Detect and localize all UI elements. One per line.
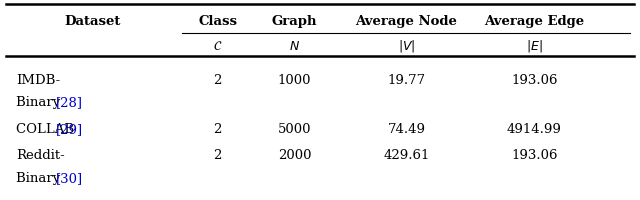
Text: Class: Class xyxy=(198,15,237,27)
Text: IMDB-: IMDB- xyxy=(16,74,60,86)
Text: [29]: [29] xyxy=(56,123,83,135)
Text: 429.61: 429.61 xyxy=(383,149,429,161)
Text: 2: 2 xyxy=(213,74,222,86)
Text: 4914.99: 4914.99 xyxy=(507,123,562,135)
Text: Average Node: Average Node xyxy=(355,15,458,27)
Text: Average Edge: Average Edge xyxy=(484,15,584,27)
Text: 2: 2 xyxy=(213,123,222,135)
Text: 5000: 5000 xyxy=(278,123,311,135)
Text: 1000: 1000 xyxy=(278,74,311,86)
Text: $N$: $N$ xyxy=(289,40,300,52)
Text: 74.49: 74.49 xyxy=(387,123,426,135)
Text: 19.77: 19.77 xyxy=(387,74,426,86)
Text: Dataset: Dataset xyxy=(65,15,121,27)
Text: Binary: Binary xyxy=(16,172,65,184)
Text: COLLAB: COLLAB xyxy=(16,123,78,135)
Text: [28]: [28] xyxy=(56,96,83,108)
Text: 193.06: 193.06 xyxy=(511,149,557,161)
Text: 193.06: 193.06 xyxy=(511,74,557,86)
Text: Reddit-: Reddit- xyxy=(16,149,65,161)
Text: $|V|$: $|V|$ xyxy=(397,38,415,54)
Text: [30]: [30] xyxy=(56,172,83,184)
Text: Graph: Graph xyxy=(271,15,317,27)
Text: 2: 2 xyxy=(213,149,222,161)
Text: $|E|$: $|E|$ xyxy=(526,38,543,54)
Text: 2000: 2000 xyxy=(278,149,311,161)
Text: $\mathcal{C}$: $\mathcal{C}$ xyxy=(213,40,222,52)
Text: Binary: Binary xyxy=(16,96,65,108)
